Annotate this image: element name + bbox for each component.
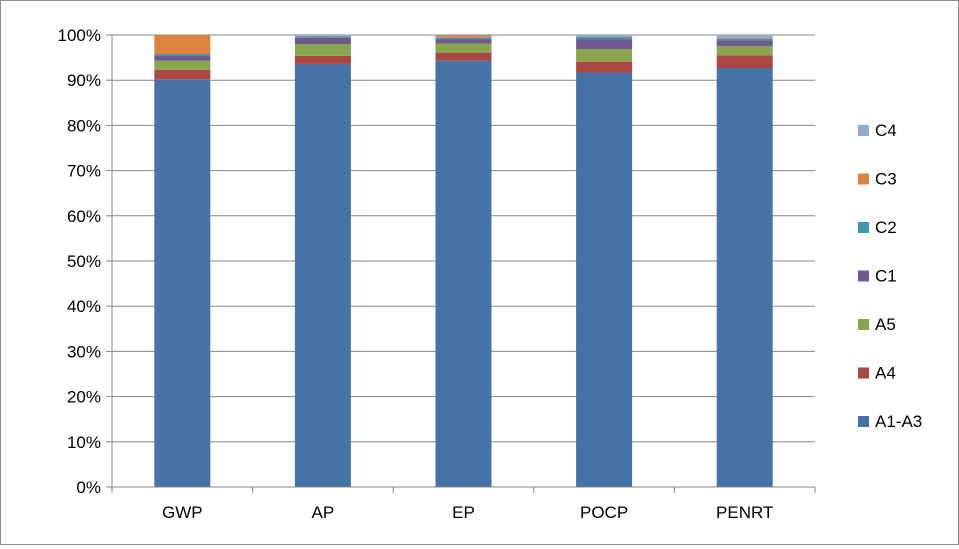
bar-segment-a5 — [576, 49, 632, 62]
y-tick-label: 70% — [67, 162, 101, 181]
bar-segment-c3 — [154, 35, 210, 54]
legend-label: A1-A3 — [875, 412, 922, 431]
bar-segment-c3 — [717, 38, 773, 39]
bar-segment-c4 — [717, 35, 773, 38]
bar-segment-a1-a3 — [576, 73, 632, 487]
bar-segment-c1 — [295, 38, 351, 44]
legend-label: A5 — [875, 315, 896, 334]
y-tick-label: 90% — [67, 71, 101, 90]
bar-segment-c1 — [436, 39, 492, 44]
bar-segment-a5 — [154, 61, 210, 70]
bar-segment-c2 — [717, 39, 773, 41]
legend-swatch — [858, 319, 869, 330]
legend: C4 C3 C2 C1 A5 A4 A1-A3 — [858, 121, 922, 431]
legend-label: C2 — [875, 218, 897, 237]
bar-segment-a5 — [436, 44, 492, 53]
y-tick-label: 30% — [67, 342, 101, 361]
y-tick-label: 60% — [67, 207, 101, 226]
x-tick-label: PENRT — [716, 503, 773, 522]
x-tick-label: GWP — [162, 503, 203, 522]
y-tick-label: 50% — [67, 252, 101, 271]
legend-swatch — [858, 174, 869, 185]
y-tick-label: 40% — [67, 297, 101, 316]
bar-segment-c3 — [436, 35, 492, 37]
bar-segment-c4 — [295, 35, 351, 36]
bar-segment-a1-a3 — [295, 64, 351, 487]
legend-label: C4 — [875, 121, 897, 140]
y-tick-label: 100% — [58, 26, 101, 45]
bar-segment-a1-a3 — [717, 68, 773, 487]
bar-segment-a4 — [576, 62, 632, 73]
bar-segment-c1 — [154, 55, 210, 60]
legend-label: C3 — [875, 170, 897, 189]
bar-segment-a5 — [295, 44, 351, 56]
bar-segment-c2 — [436, 38, 492, 39]
bar-segment-a4 — [295, 56, 351, 64]
x-tick-label: EP — [452, 503, 475, 522]
bar-segment-a4 — [154, 70, 210, 79]
bar-segment-c2 — [576, 37, 632, 39]
legend-label: C1 — [875, 267, 897, 286]
x-tick-label: POCP — [580, 503, 628, 522]
bar-segment-c4 — [576, 35, 632, 36]
bar-segment-c2 — [154, 54, 210, 55]
legend-swatch — [858, 368, 869, 379]
y-tick-label: 10% — [67, 433, 101, 452]
bar-segment-c2 — [295, 36, 351, 37]
bar-segment-a4 — [436, 53, 492, 61]
legend-swatch — [858, 416, 869, 427]
legend-swatch — [858, 271, 869, 282]
y-tick-label: 80% — [67, 116, 101, 135]
bar-segment-c1 — [576, 39, 632, 49]
legend-swatch — [858, 125, 869, 136]
x-tick-labels: GWP AP EP POCP PENRT — [162, 503, 773, 522]
y-tick-label: 0% — [76, 478, 101, 497]
bar-segment-a1-a3 — [436, 61, 492, 487]
bar-segment-a4 — [717, 55, 773, 68]
bar-segment-c1 — [717, 40, 773, 46]
legend-swatch — [858, 222, 869, 233]
x-tick-label: AP — [312, 503, 335, 522]
bar-segment-a5 — [717, 46, 773, 55]
y-tick-label: 20% — [67, 388, 101, 407]
y-tick-labels: 0% 10% 20% 30% 40% 50% 60% 70% 80% 90% 100% — [58, 26, 101, 497]
legend-label: A4 — [875, 364, 896, 383]
bar-segment-a1-a3 — [154, 79, 210, 487]
